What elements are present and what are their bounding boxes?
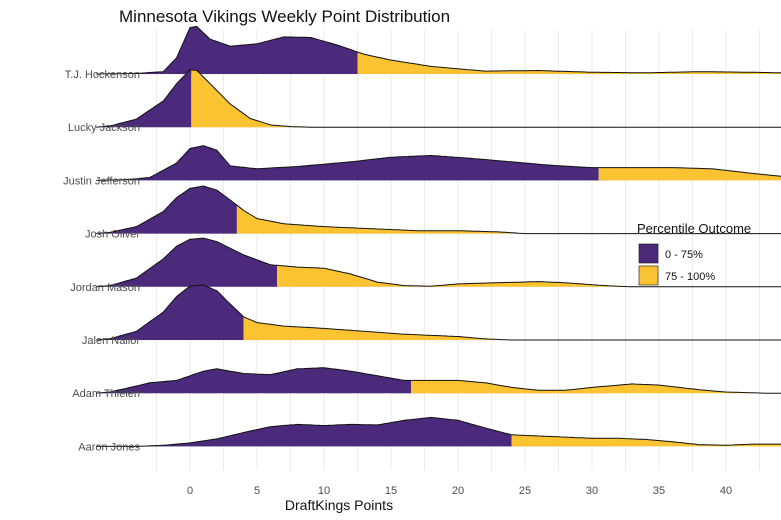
y-tick-label: T.J. Hockenson: [65, 69, 140, 81]
ridge-outline: [96, 185, 781, 235]
x-axis-ticks: 0 5 10 15 20 25 30 35 40: [187, 485, 732, 497]
ridge-area-low: [96, 69, 192, 128]
y-tick-label: Adam Thielen: [72, 388, 140, 400]
ridge-area-low: [96, 186, 237, 234]
y-tick-label: Lucky Jackson: [68, 122, 140, 134]
ridge-outline: [96, 367, 781, 394]
ridge-t-j-hockenson: [96, 25, 781, 75]
legend-swatch-low: [638, 243, 659, 264]
legend: Percentile Outcome 0 - 75% 75 - 100%: [637, 221, 751, 286]
ridge-area-high: [598, 167, 781, 181]
legend-swatch-high: [638, 265, 659, 286]
ridge-lucky-jackson: [96, 69, 781, 128]
x-tick-label: 0: [187, 485, 193, 497]
ridge-aaron-jones: [96, 416, 781, 447]
ridge-area-high: [243, 316, 512, 340]
ridge-adam-thielen: [96, 367, 781, 394]
ridge-area-low: [96, 145, 599, 181]
x-tick-label: 5: [254, 485, 260, 497]
ridge-outline: [96, 416, 781, 447]
ridge-outline: [96, 284, 781, 341]
legend-title: Percentile Outcome: [637, 221, 751, 236]
ridge-area-low: [96, 26, 358, 74]
ridge-outline: [96, 69, 781, 128]
ridge-outline: [96, 145, 781, 181]
ridge-area-high: [236, 205, 525, 234]
ridge-jordan-mason: [96, 237, 781, 288]
legend-label-high: 75 - 100%: [665, 271, 715, 283]
x-axis-title: DraftKings Points: [285, 497, 393, 513]
y-tick-label: Justin Jefferson: [63, 175, 140, 187]
ridge-jalen-nailor: [96, 284, 781, 341]
ridge-area-low: [96, 367, 412, 394]
y-tick-label: Josh Oliver: [85, 229, 140, 241]
ridge-outline: [96, 25, 781, 75]
y-tick-label: Jalen Nailor: [82, 335, 140, 347]
ridge-area-high: [277, 265, 633, 287]
ridge-area-high: [357, 52, 781, 74]
x-tick-label: 40: [720, 485, 732, 497]
legend-label-low: 0 - 75%: [665, 249, 703, 261]
ridge-josh-oliver: [96, 185, 781, 235]
y-tick-label: Aaron Jones: [78, 441, 140, 453]
y-tick-label: Jordan Mason: [70, 282, 140, 294]
ridge-area-high: [511, 434, 781, 447]
ridge-outline: [96, 237, 781, 288]
y-axis-labels: T.J. Hockenson Lucky Jackson Justin Jeffer…: [63, 69, 140, 453]
ridge-area-high: [411, 380, 753, 394]
x-tick-label: 35: [653, 485, 665, 497]
ridge-area-low: [96, 417, 512, 447]
ridge-justin-jefferson: [96, 145, 781, 181]
ridge-area-high: [191, 69, 318, 128]
x-tick-label: 30: [586, 485, 598, 497]
x-tick-label: 20: [452, 485, 464, 497]
chart-title: Minnesota Vikings Weekly Point Distribut…: [119, 7, 450, 26]
ridge-area-low: [96, 238, 278, 287]
ridge-area-low: [96, 284, 244, 340]
x-tick-label: 10: [318, 485, 330, 497]
x-tick-label: 15: [385, 485, 397, 497]
ridges: [96, 25, 781, 447]
x-tick-label: 25: [519, 485, 531, 497]
